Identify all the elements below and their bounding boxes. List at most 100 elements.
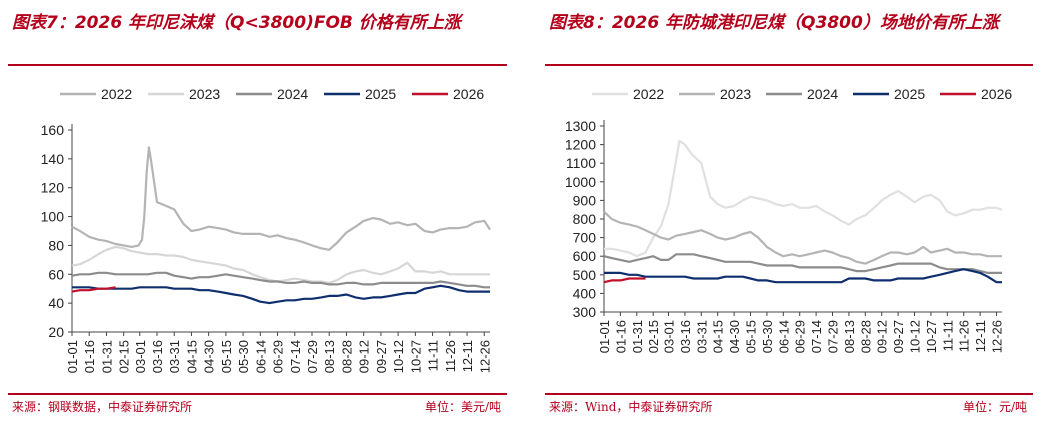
- line-chart: 2022 2023 2024 2025 2026 20 40 60 80 100 120 140 160…: [41, 86, 493, 373]
- y-tick-label: 500: [573, 267, 597, 283]
- series-line-2026: [71, 286, 116, 293]
- series-line-2022: [71, 146, 491, 251]
- x-tick-label: 01-01: [597, 320, 612, 353]
- x-tick-label: 05-15: [744, 320, 759, 353]
- x-tick-label: 07-29: [305, 340, 320, 373]
- legend-label: 2024: [277, 86, 308, 102]
- y-tick-label: 700: [573, 230, 597, 246]
- title-divider: [545, 64, 1033, 66]
- x-tick-label: 09-27: [891, 320, 906, 353]
- x-tick-label: 09-12: [357, 340, 372, 373]
- x-tick-label: 11-26: [957, 320, 972, 352]
- y-tick-label: 400: [573, 285, 597, 301]
- legend-label: 2023: [720, 86, 751, 102]
- source-note: 来源：Wind，中泰证券研究所: [549, 400, 713, 414]
- x-tick-label: 03-16: [150, 340, 165, 373]
- x-tick-label: 09-12: [875, 320, 890, 353]
- legend-label: 2022: [633, 86, 664, 102]
- y-tick-label: 20: [48, 324, 64, 340]
- x-tick-label: 05-30: [760, 320, 775, 353]
- y-tick-label: 1300: [565, 118, 596, 134]
- x-tick-label: 01-01: [65, 340, 80, 373]
- x-tick-label: 06-14: [776, 320, 791, 353]
- x-tick-label: 03-16: [678, 320, 693, 353]
- y-tick-label: 140: [41, 151, 65, 167]
- x-tick-label: 02-15: [117, 340, 132, 373]
- legend-label: 2026: [453, 86, 484, 102]
- x-tick-label: 03-31: [694, 320, 709, 353]
- footer-divider: [8, 393, 507, 395]
- x-tick-label: 04-30: [202, 340, 217, 373]
- y-tick-label: 160: [41, 122, 65, 138]
- legend-label: 2024: [807, 86, 838, 102]
- x-tick-label: 03-01: [133, 340, 148, 373]
- x-tick-label: 01-16: [82, 340, 97, 373]
- y-tick-label: 300: [573, 304, 597, 320]
- x-tick-label: 06-29: [271, 340, 286, 373]
- y-tick-label: 1000: [565, 174, 596, 190]
- series-line-2024: [603, 253, 1002, 274]
- x-tick-label: 11-26: [443, 340, 458, 372]
- x-tick-label: 05-30: [236, 340, 251, 373]
- x-tick-label: 07-14: [288, 340, 303, 373]
- title-divider: [8, 64, 507, 66]
- chart-title: 图表7：2026 年印尼沫煤（Q<3800)FOB 价格有所上涨: [12, 13, 461, 33]
- y-tick-label: 1200: [565, 137, 596, 153]
- x-tick-label: 09-27: [374, 340, 389, 373]
- series-line-2022: [604, 139, 1003, 258]
- x-tick-label: 12-26: [990, 320, 1005, 353]
- x-tick-label: 03-31: [167, 340, 182, 373]
- y-tick-label: 1100: [566, 155, 596, 171]
- x-tick-label: 01-16: [613, 320, 628, 353]
- x-tick-label: 08-13: [842, 320, 857, 353]
- x-tick-label: 10-27: [924, 320, 939, 353]
- x-tick-label: 08-13: [322, 340, 337, 373]
- x-tick-label: 08-28: [858, 320, 873, 353]
- footer-divider: [545, 393, 1033, 395]
- series-line-2025: [72, 284, 490, 305]
- x-tick-label: 10-27: [408, 340, 423, 373]
- series-line-2026: [603, 277, 646, 284]
- x-tick-label: 08-28: [339, 340, 354, 373]
- legend-label: 2023: [189, 86, 220, 102]
- legend-label: 2022: [101, 86, 132, 102]
- x-tick-label: 02-15: [646, 320, 661, 353]
- x-tick-label: 10-12: [908, 320, 923, 353]
- series-line-2023: [603, 210, 1002, 265]
- unit-note: 单位：元/吨: [962, 400, 1027, 414]
- x-tick-label: 01-31: [630, 320, 645, 353]
- y-tick-label: 40: [48, 295, 64, 311]
- chart-panel-right: 图表8：2026 年防城港印尼煤（Q3800）场地价有所上涨 2022 2023 2…: [537, 0, 1041, 426]
- x-tick-label: 06-29: [793, 320, 808, 353]
- y-tick-label: 80: [48, 237, 64, 253]
- source-note: 来源：钢联数据，中泰证券研究所: [12, 400, 193, 414]
- series-line-2024: [71, 271, 490, 289]
- x-tick-label: 04-30: [727, 320, 742, 353]
- chart-title: 图表8：2026 年防城港印尼煤（Q3800）场地价有所上涨: [549, 13, 999, 33]
- x-tick-label: 12-11: [973, 320, 988, 352]
- x-tick-label: 07-29: [826, 320, 841, 353]
- x-tick-label: 06-14: [253, 340, 268, 373]
- x-tick-label: 01-31: [99, 340, 114, 373]
- y-tick-label: 800: [573, 211, 597, 227]
- x-tick-label: 04-15: [184, 340, 199, 373]
- x-tick-label: 11-11: [426, 340, 441, 371]
- y-tick-label: 600: [573, 248, 597, 264]
- y-tick-label: 120: [41, 180, 65, 196]
- x-tick-label: 05-15: [219, 340, 234, 373]
- y-tick-label: 100: [41, 209, 65, 225]
- x-tick-label: 04-15: [711, 320, 726, 353]
- x-tick-label: 10-12: [391, 340, 406, 373]
- x-tick-label: 11-11: [940, 320, 955, 351]
- line-chart: 2022 2023 2024 2025 2026 300 400 500 600 700 800 90…: [565, 86, 1013, 353]
- legend-label: 2025: [365, 86, 396, 102]
- x-tick-label: 12-26: [477, 340, 492, 373]
- y-tick-label: 60: [48, 266, 64, 282]
- unit-note: 单位：美元/吨: [424, 400, 501, 414]
- legend-label: 2026: [981, 86, 1012, 102]
- legend-label: 2025: [894, 86, 925, 102]
- y-tick-label: 900: [573, 192, 597, 208]
- series-line-2025: [604, 268, 1002, 284]
- chart-panel-left: 图表7：2026 年印尼沫煤（Q<3800)FOB 价格有所上涨 2022 202…: [0, 0, 515, 426]
- x-tick-label: 07-14: [809, 320, 824, 353]
